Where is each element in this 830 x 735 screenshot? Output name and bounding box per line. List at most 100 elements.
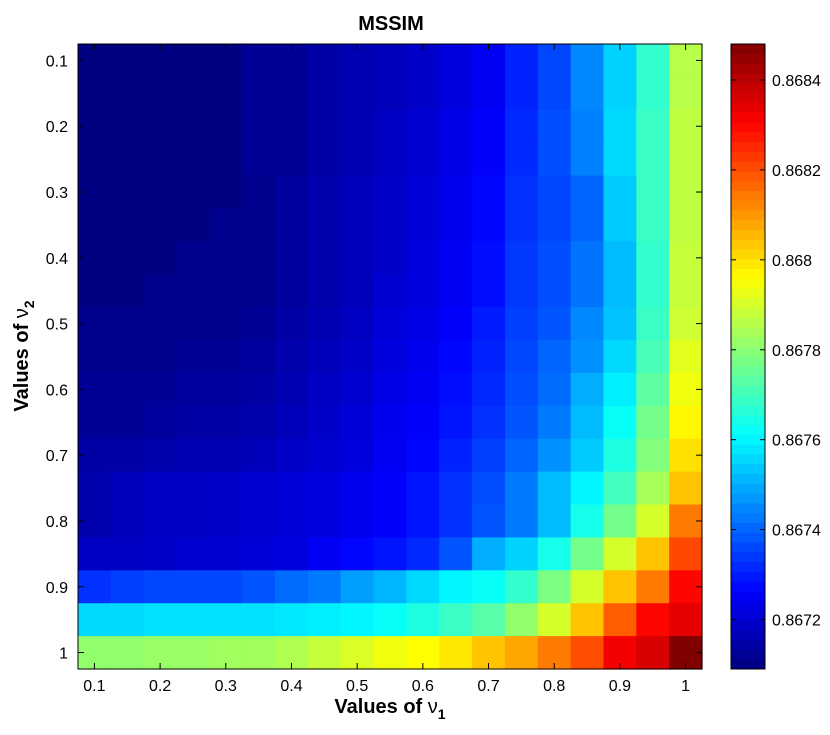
heatmap-cell xyxy=(439,504,473,539)
heatmap-cell xyxy=(176,208,210,242)
heatmap-cell xyxy=(176,76,210,111)
heatmap-cell xyxy=(242,570,276,604)
heatmap-cell xyxy=(603,438,637,473)
x-axis-label-subscript: 1 xyxy=(438,706,446,722)
colorbar-step xyxy=(731,434,765,445)
heatmap-cell xyxy=(373,471,408,506)
heatmap-cell xyxy=(143,471,178,506)
heatmap-cell xyxy=(537,241,572,275)
heatmap-cell xyxy=(110,142,145,177)
heatmap-cell xyxy=(636,44,670,78)
heatmap-cell xyxy=(636,603,670,637)
heatmap-cell xyxy=(570,504,605,539)
heatmap-cell xyxy=(373,109,408,144)
heatmap-cell xyxy=(636,76,670,111)
heatmap-cell xyxy=(242,537,276,571)
heatmap-cell xyxy=(110,504,145,539)
heatmap-cell xyxy=(504,471,539,506)
y-tick-label: 0.2 xyxy=(46,119,68,136)
heatmap-cell xyxy=(242,241,276,275)
heatmap-cell xyxy=(504,603,539,637)
heatmap-cell xyxy=(143,372,178,407)
heatmap-cell xyxy=(340,372,375,407)
heatmap-cell xyxy=(275,438,309,473)
colorbar-frame xyxy=(730,43,766,670)
heatmap-cell xyxy=(472,504,506,539)
heatmap-cell xyxy=(537,307,572,341)
heatmap-cell xyxy=(176,340,210,374)
heatmap-cell xyxy=(570,340,605,374)
colorbar-step xyxy=(731,44,765,55)
heatmap-cell xyxy=(242,44,276,78)
heatmap-cell xyxy=(636,570,670,604)
heatmap-cell xyxy=(176,307,210,341)
heatmap-cell xyxy=(209,372,243,407)
heatmap-cell xyxy=(472,603,506,637)
heatmap-cell xyxy=(143,603,178,637)
heatmap-cell xyxy=(307,537,342,571)
heatmap-cell xyxy=(209,175,243,210)
heatmap-cell xyxy=(275,471,309,506)
x-axis: 0.1 0.2 0.3 0.4 0.5 0.6 0.7 0.8 0.9 1 xyxy=(83,44,690,695)
x-tick-label: 0.7 xyxy=(477,678,499,695)
colorbar-step xyxy=(731,551,765,562)
heatmap-cell xyxy=(504,636,539,670)
colorbar-step xyxy=(731,639,765,650)
heatmap-cell xyxy=(307,142,342,177)
heatmap-cell xyxy=(636,537,670,571)
heatmap-cell xyxy=(373,44,408,78)
colorbar-step xyxy=(731,463,765,475)
x-axis-label-prefix: Values of xyxy=(334,696,427,718)
heatmap-cell xyxy=(537,109,572,144)
heatmap-cell xyxy=(110,109,145,144)
heatmap-cell xyxy=(603,274,637,308)
y-tick-label: 0.7 xyxy=(46,448,68,465)
heatmap-cell xyxy=(176,142,210,177)
heatmap-cell xyxy=(143,274,178,308)
heatmap-cell xyxy=(242,109,276,144)
colorbar-step xyxy=(731,92,765,103)
heatmap-cell xyxy=(636,636,670,670)
heatmap-cell xyxy=(406,537,440,571)
heatmap-cell xyxy=(275,241,309,275)
heatmap-cell xyxy=(406,208,440,242)
heatmap-cell xyxy=(275,372,309,407)
heatmap-cell xyxy=(439,636,473,670)
heatmap-cell xyxy=(570,603,605,637)
colorbar-step xyxy=(731,210,765,221)
heatmap-cell xyxy=(504,274,539,308)
heatmap-cell xyxy=(373,537,408,571)
heatmap-cell xyxy=(603,471,637,506)
heatmap-cell xyxy=(176,471,210,506)
heatmap-cell xyxy=(275,76,309,111)
heatmap-cell xyxy=(78,537,112,571)
colorbar-step xyxy=(731,122,765,133)
colorbar-tick-label: 0.8674 xyxy=(772,523,821,540)
heatmap-cell xyxy=(275,504,309,539)
heatmap-cell xyxy=(406,438,440,473)
heatmap-cell xyxy=(570,175,605,210)
heatmap-cell xyxy=(570,274,605,308)
heatmap-cell xyxy=(603,208,637,242)
heatmap-cell xyxy=(636,274,670,308)
colorbar-axis: 0.8672 0.8674 0.8676 0.8678 0.868 0.8682 0.868… xyxy=(731,73,821,630)
heatmap-cell xyxy=(209,109,243,144)
heatmap-cell xyxy=(504,438,539,473)
heatmap-cell xyxy=(537,76,572,111)
heatmap-cell xyxy=(439,340,473,374)
colorbar-tick-label: 0.8676 xyxy=(772,433,821,450)
heatmap-cell xyxy=(275,570,309,604)
heatmap-cell xyxy=(307,76,342,111)
heatmap-cell xyxy=(307,241,342,275)
heatmap-cell xyxy=(439,307,473,341)
colorbar-step xyxy=(731,532,765,543)
heatmap-cell xyxy=(373,340,408,374)
colorbar-step xyxy=(731,600,765,611)
heatmap-cell xyxy=(209,241,243,275)
heatmap-cell xyxy=(110,570,145,604)
heatmap-cell xyxy=(537,504,572,539)
heatmap-cell xyxy=(570,109,605,144)
heatmap-cell xyxy=(176,570,210,604)
y-axis: 0.1 0.2 0.3 0.4 0.5 0.6 0.7 0.8 0.9 1 xyxy=(46,53,702,663)
heatmap-cell xyxy=(242,636,276,670)
